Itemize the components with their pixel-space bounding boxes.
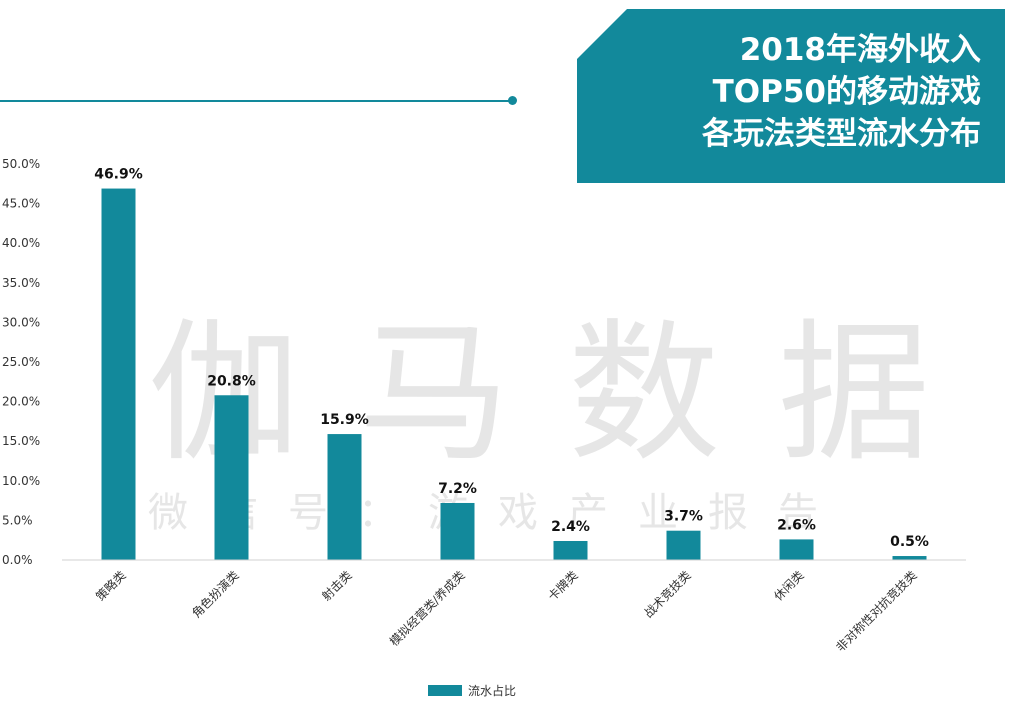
data-label: 2.4% [551, 519, 590, 535]
data-label: 20.8% [207, 373, 256, 389]
y-tick-label: 50.0% [2, 157, 40, 171]
bar [214, 395, 249, 560]
y-tick-label: 30.0% [2, 315, 40, 329]
y-tick-label: 40.0% [2, 236, 40, 250]
data-label: 15.9% [320, 412, 369, 428]
x-category-label: 策略类 [93, 568, 129, 604]
x-category-label: 角色扮演类 [189, 568, 242, 621]
legend-swatch [428, 685, 462, 696]
y-tick-label: 10.0% [2, 474, 40, 488]
y-tick-label: 45.0% [2, 197, 40, 211]
bar [327, 434, 362, 560]
data-label: 0.5% [890, 534, 929, 550]
title-banner: 2018年海外收入 TOP50的移动游戏 各玩法类型流水分布 [577, 9, 1005, 183]
watermark-logo-text: 伽马数据 [148, 305, 988, 482]
x-axis: 策略类 角色扮演类 射击类 模拟经营类/养成类 卡牌类 战术竞技类 休闲类 非对称性对抗竞技类 [62, 559, 966, 655]
bar [101, 188, 136, 560]
data-label: 7.2% [438, 481, 477, 497]
x-category-label: 休闲类 [771, 568, 806, 603]
data-label: 46.9% [94, 167, 143, 183]
bars: 46.9% 20.8% 15.9% 7.2% 2.4% 3.7% 2.6% 0.5% [94, 167, 929, 560]
y-tick-label: 25.0% [2, 355, 40, 369]
x-category-label: 模拟经营类/养成类 [386, 568, 467, 649]
bar [666, 530, 701, 560]
y-tick-label: 5.0% [2, 513, 33, 527]
bar [779, 539, 814, 560]
x-category-label: 卡牌类 [545, 568, 580, 603]
header-divider-dot [508, 96, 517, 105]
bar [892, 556, 927, 560]
watermark-subtitle: 微信号：游戏产业报告 [148, 490, 848, 536]
data-label: 3.7% [664, 509, 703, 525]
bar [440, 502, 475, 560]
bar [553, 540, 588, 560]
chart-title: 2018年海外收入 TOP50的移动游戏 各玩法类型流水分布 [702, 32, 981, 152]
header-divider-line [0, 100, 512, 102]
legend-label: 流水占比 [468, 683, 516, 698]
x-category-label: 非对称性对抗竞技类 [833, 568, 920, 655]
legend: 流水占比 [428, 683, 516, 698]
y-axis: 0.0% 5.0% 10.0% 15.0% 20.0% 25.0% 30.0% 35.0% 40… [2, 157, 40, 567]
y-tick-label: 35.0% [2, 276, 40, 290]
y-tick-label: 0.0% [2, 553, 33, 567]
data-label: 2.6% [777, 517, 816, 533]
x-category-label: 射击类 [319, 568, 355, 604]
y-tick-label: 20.0% [2, 395, 40, 409]
y-tick-label: 15.0% [2, 434, 40, 448]
x-category-label: 战术竞技类 [641, 568, 693, 620]
